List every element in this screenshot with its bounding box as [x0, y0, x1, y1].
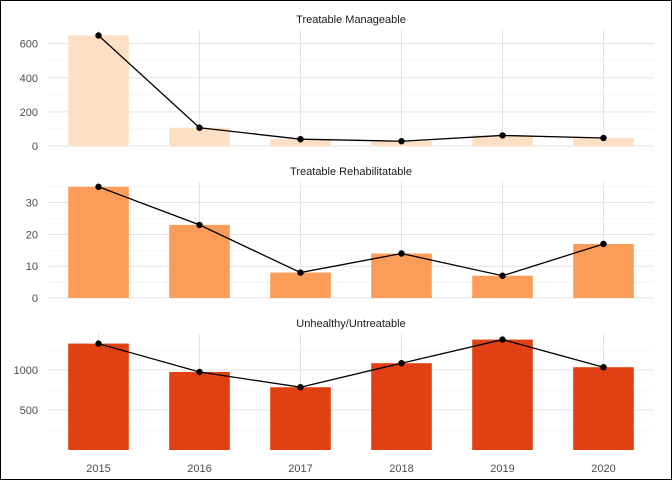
y-tick-label: 0: [32, 141, 38, 153]
panel-title: Treatable Rehabilitatable: [290, 166, 412, 178]
data-point-2015: [95, 183, 102, 190]
bar-2017: [270, 387, 331, 450]
data-point-2016: [196, 124, 203, 131]
data-point-2017: [297, 269, 304, 276]
panel-1: Treatable Manageable 0 200 400 600: [20, 14, 654, 153]
data-point-2019: [499, 132, 506, 139]
data-point-2019: [499, 272, 506, 279]
series-line: [98, 338, 604, 388]
data-point-2017: [297, 135, 304, 143]
data-point-2016: [196, 221, 203, 229]
series-line: [98, 34, 604, 142]
panel-3: Unhealthy/Untreatable 500 1000: [14, 318, 654, 450]
y-tick-label: 30: [26, 198, 38, 210]
bar-2018: [371, 363, 432, 450]
x-tick-label: 2017: [288, 463, 312, 475]
y-tick-label: 20: [26, 229, 38, 241]
data-point-2020: [600, 240, 607, 248]
data-point-2019: [499, 336, 506, 343]
bar-2016: [169, 127, 230, 146]
data-point-2017: [297, 384, 304, 391]
bar-2017: [270, 139, 331, 146]
data-point-2016: [196, 368, 203, 376]
bar-2020: [573, 137, 634, 146]
y-tick-label: 400: [20, 73, 38, 85]
data-point-2018: [398, 138, 405, 145]
bar-2019: [472, 135, 533, 146]
bar-2020: [573, 243, 634, 298]
x-tick-label: 2016: [187, 463, 211, 475]
data-point-2018: [398, 360, 405, 367]
data-point-2018: [398, 250, 405, 257]
bar-2015: [68, 35, 129, 146]
y-tick-label: 200: [20, 107, 38, 119]
bar-2015: [68, 343, 129, 450]
x-tick-label: 2020: [591, 463, 615, 475]
y-tick-label: 1000: [14, 365, 38, 377]
y-tick-label: 0: [32, 293, 38, 305]
bar-2019: [472, 275, 533, 298]
data-point-2020: [600, 364, 607, 371]
x-tick-label: 2019: [490, 463, 514, 475]
series-line: [98, 186, 604, 277]
bar-2016: [169, 372, 230, 450]
bar-2016: [169, 224, 230, 298]
bar-2019: [472, 339, 533, 450]
bar-2015: [68, 186, 129, 298]
x-tick-label: 2015: [86, 463, 110, 475]
x-tick-label: 2018: [389, 463, 413, 475]
y-tick-label: 600: [20, 39, 38, 51]
panel-2: Treatable Rehabilitatable 0 10 20 30: [26, 166, 654, 305]
y-tick-label: 10: [26, 261, 38, 273]
data-point-2015: [95, 32, 102, 39]
panel-title: Treatable Manageable: [296, 14, 406, 26]
bar-2018: [371, 253, 432, 298]
bar-2017: [270, 272, 331, 298]
y-tick-label: 500: [20, 405, 38, 417]
bar-2020: [573, 367, 634, 450]
data-point-2020: [600, 134, 607, 142]
data-point-2015: [95, 340, 102, 347]
panel-title: Unhealthy/Untreatable: [296, 318, 405, 330]
